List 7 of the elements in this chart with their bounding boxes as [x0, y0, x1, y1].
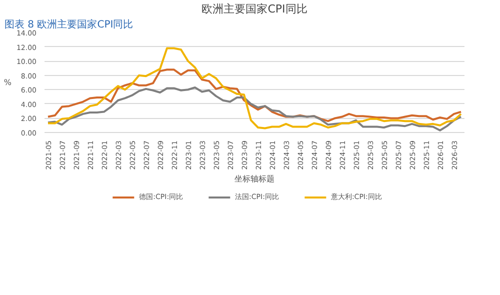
- y-axis-title: %: [4, 78, 12, 87]
- chart-title: 欧洲主要国家CPI同比: [202, 2, 308, 16]
- x-axis-title: 坐标轴标题: [234, 174, 274, 184]
- line-series: [47, 68, 462, 122]
- line-series: [47, 86, 462, 132]
- text: 图表 8 欧洲主要国家CPI同比: [4, 18, 134, 30]
- line-series: [47, 47, 462, 130]
